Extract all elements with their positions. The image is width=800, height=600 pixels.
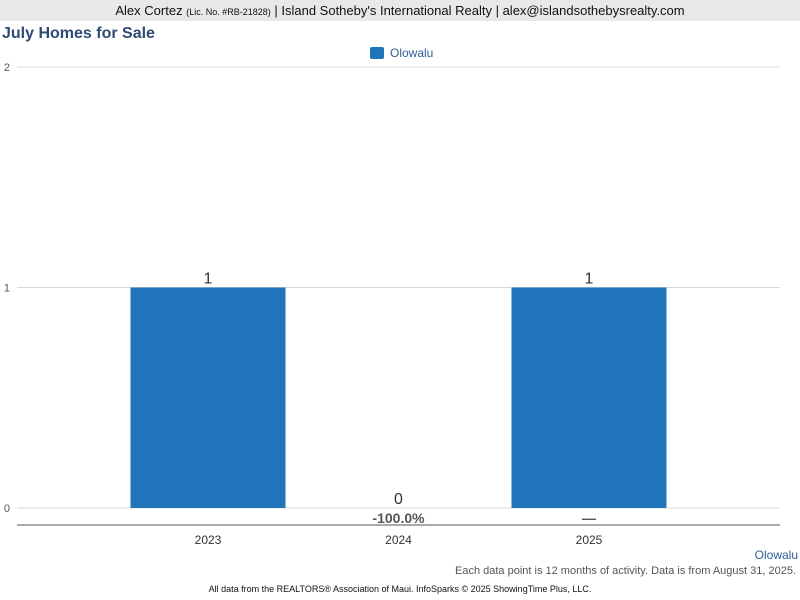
company-contact: | Island Sotheby's International Realty … [274,3,685,18]
change-label: — [582,510,596,526]
data-label: 1 [204,271,213,288]
chart-title: July Homes for Sale [2,25,155,42]
agent-name: Alex Cortez [115,3,183,18]
data-label: 1 [585,271,594,288]
y-tick-label: 1 [4,283,10,295]
legend-swatch [370,47,384,59]
x-tick-label: 2025 [576,533,603,547]
y-tick-label: 0 [4,503,10,515]
bar [511,287,667,508]
bar [130,287,286,508]
agent-header-bar: Alex Cortez (Lic. No. #RB-21828) | Islan… [0,0,800,21]
x-tick-label: 2024 [385,533,412,547]
area-label: Olowalu [754,548,798,562]
data-note: Each data point is 12 months of activity… [455,565,796,577]
legend-label: Olowalu [390,46,434,60]
data-label: 0 [394,491,403,508]
x-tick-label: 2023 [195,533,222,547]
data-credit: All data from the REALTORS® Association … [208,584,592,594]
chart-legend[interactable]: Olowalu [370,46,433,60]
change-label: -100.0% [372,510,425,526]
y-tick-label: 2 [4,62,10,74]
license-number: (Lic. No. #RB-21828) [186,7,271,17]
